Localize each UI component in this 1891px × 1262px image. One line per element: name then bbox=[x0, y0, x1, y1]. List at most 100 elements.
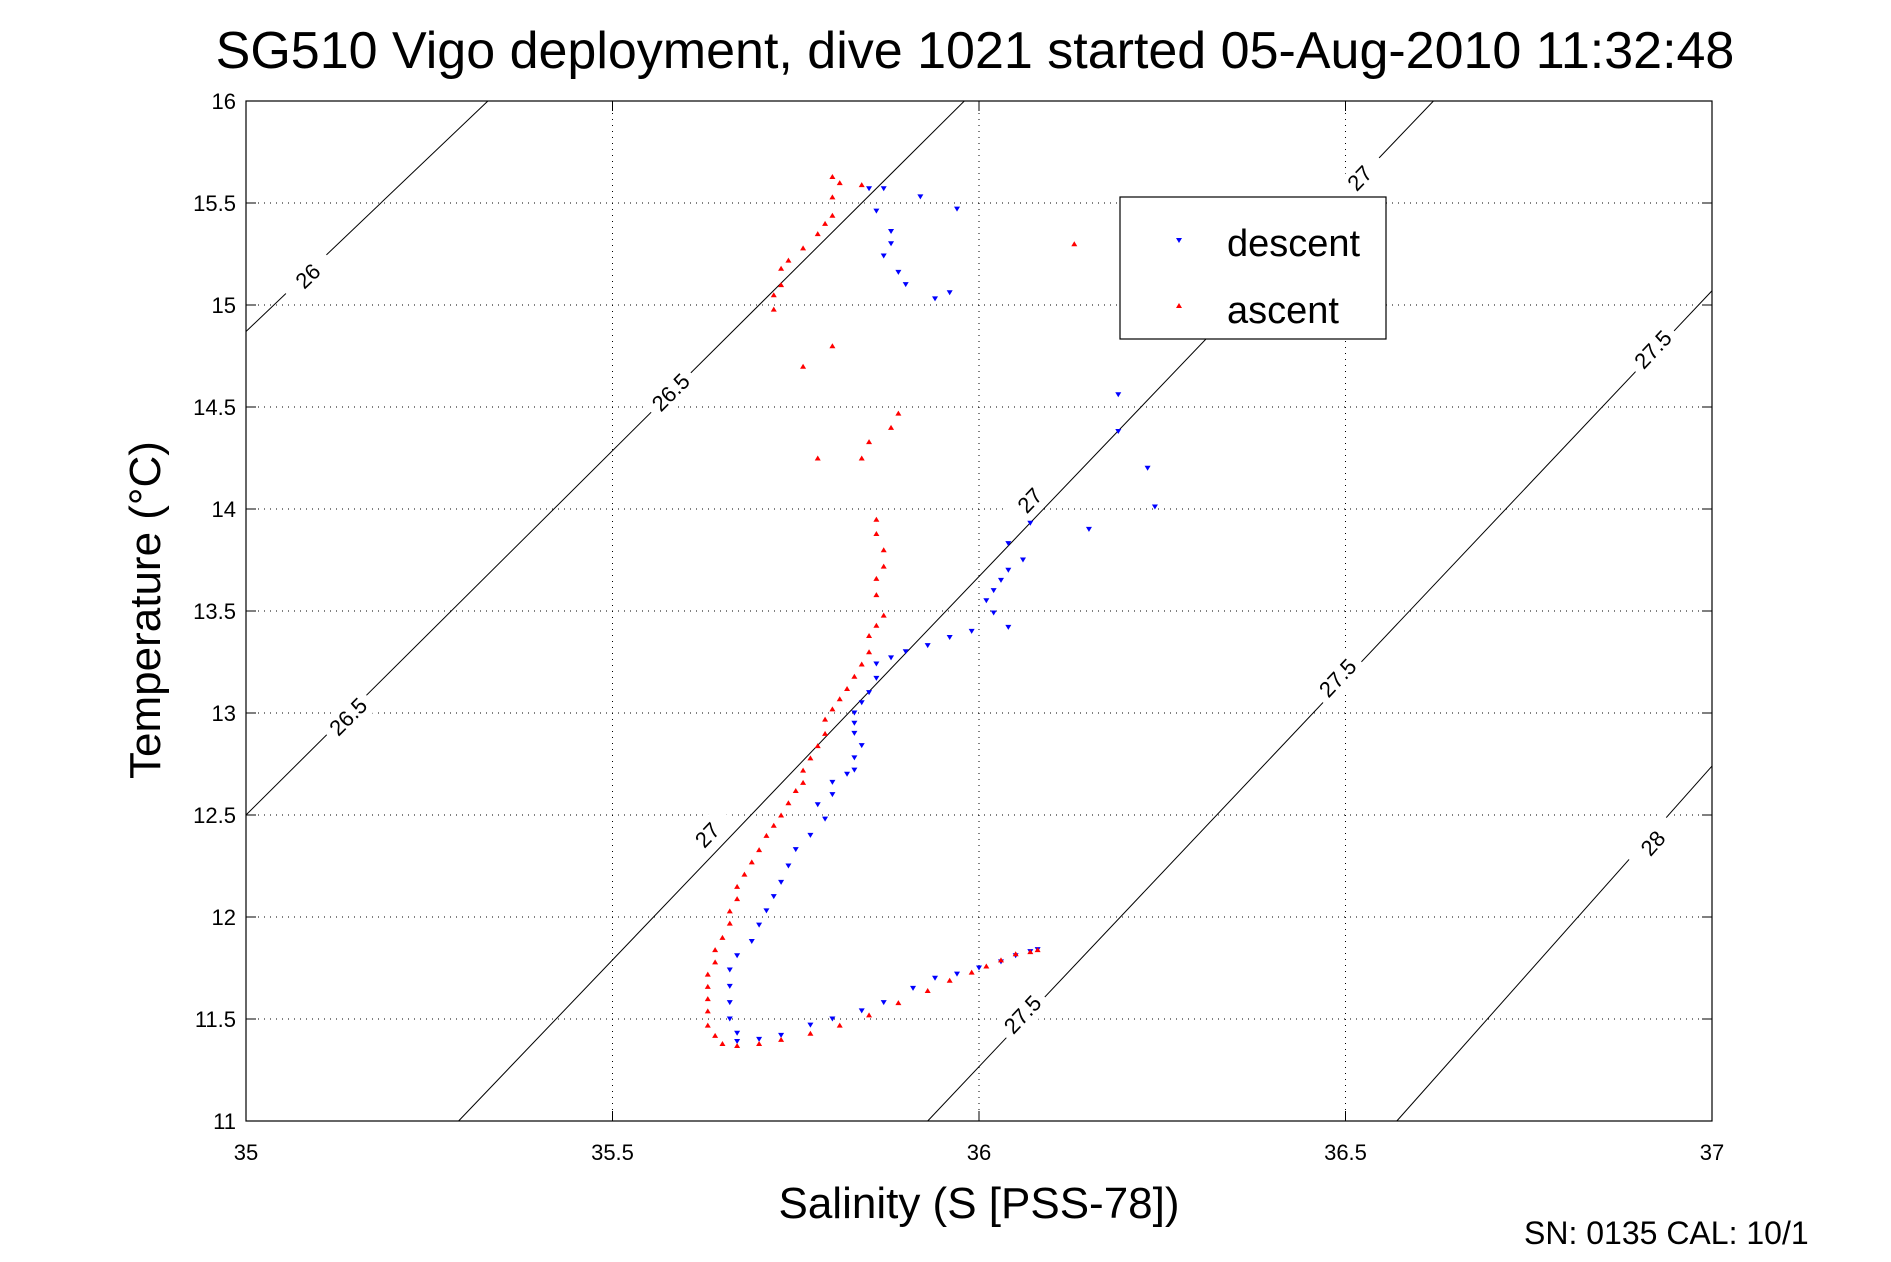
descent-point bbox=[924, 643, 931, 649]
ascent-point bbox=[836, 180, 843, 186]
ascent-point bbox=[851, 673, 858, 679]
y-tick-label: 11 bbox=[213, 1109, 236, 1134]
descent-point bbox=[873, 661, 880, 667]
ascent-point bbox=[814, 455, 821, 461]
descent-point bbox=[748, 938, 755, 944]
ascent-point bbox=[800, 245, 807, 251]
contour-label-bg bbox=[1624, 813, 1683, 874]
descent-point bbox=[734, 1038, 741, 1044]
ascent-point bbox=[770, 292, 777, 298]
legend-descent-label: descent bbox=[1227, 223, 1361, 265]
ascent-point bbox=[946, 977, 953, 983]
ascent-point bbox=[726, 908, 733, 914]
descent-point bbox=[895, 269, 902, 275]
descent-point bbox=[829, 792, 836, 798]
x-tick-label: 35 bbox=[234, 1140, 258, 1165]
descent-point bbox=[983, 598, 990, 604]
descent-point bbox=[807, 1022, 814, 1028]
descent-point bbox=[1115, 392, 1122, 398]
descent-point bbox=[954, 206, 961, 212]
ascent-point bbox=[1034, 947, 1041, 953]
descent-point bbox=[734, 953, 741, 959]
ascent-point bbox=[1027, 949, 1034, 955]
ascent-point bbox=[983, 963, 990, 969]
y-tick-label: 16 bbox=[212, 89, 236, 114]
ascent-point bbox=[704, 1022, 711, 1028]
descent-point bbox=[822, 816, 829, 822]
descent-point bbox=[851, 730, 858, 736]
ascent-point bbox=[741, 871, 748, 877]
ascent-point bbox=[785, 800, 792, 806]
data-points bbox=[704, 173, 1158, 1049]
descent-point bbox=[873, 208, 880, 214]
ascent-point bbox=[880, 612, 887, 618]
descent-point bbox=[873, 675, 880, 681]
grid bbox=[246, 101, 1712, 1121]
ascent-point bbox=[858, 661, 865, 667]
descent-point bbox=[880, 186, 887, 192]
ascent-point bbox=[873, 622, 880, 628]
legend-box bbox=[1119, 196, 1387, 340]
ascent-point bbox=[814, 231, 821, 237]
legend: descent ascent bbox=[1119, 196, 1387, 340]
ascent-point bbox=[704, 1008, 711, 1014]
ascent-point bbox=[719, 1040, 726, 1046]
descent-point bbox=[976, 965, 982, 971]
y-tick-label: 12 bbox=[212, 905, 236, 930]
ascent-point bbox=[778, 812, 785, 818]
ascent-point bbox=[1071, 241, 1078, 247]
contour-label-bg bbox=[641, 363, 701, 423]
descent-point bbox=[778, 879, 785, 885]
ascent-point bbox=[866, 439, 873, 445]
ascent-point bbox=[712, 947, 719, 953]
ascent-point bbox=[770, 306, 777, 312]
y-tick-label: 12.5 bbox=[193, 803, 236, 828]
descent-point bbox=[880, 253, 887, 259]
descent-point bbox=[946, 290, 953, 296]
descent-point bbox=[726, 1000, 733, 1006]
ascent-point bbox=[968, 969, 975, 975]
descent-point bbox=[968, 628, 975, 634]
ascent-point bbox=[734, 883, 741, 889]
descent-point bbox=[814, 802, 821, 808]
ascent-point bbox=[844, 686, 851, 692]
ascent-point bbox=[873, 575, 880, 581]
ascent-point bbox=[866, 649, 873, 655]
ascent-point bbox=[726, 920, 733, 926]
y-tick-label: 15 bbox=[212, 293, 236, 318]
descent-point bbox=[932, 975, 939, 981]
ascent-point bbox=[763, 832, 770, 838]
descent-point bbox=[1027, 520, 1034, 526]
descent-point bbox=[888, 655, 895, 661]
descent-point bbox=[726, 1016, 733, 1022]
descent-point bbox=[829, 1016, 836, 1022]
ascent-point bbox=[829, 212, 836, 218]
ascent-point bbox=[822, 730, 829, 736]
ascent-point bbox=[866, 632, 873, 638]
legend-descent-marker bbox=[1176, 238, 1182, 243]
ascent-point bbox=[778, 265, 785, 271]
y-tick-label: 14.5 bbox=[193, 395, 236, 420]
ascent-point bbox=[756, 847, 763, 853]
ascent-point bbox=[866, 1012, 873, 1018]
ascent-point bbox=[1012, 951, 1019, 957]
ascent-point bbox=[734, 1043, 741, 1049]
ascent-point bbox=[880, 547, 887, 553]
ascent-point bbox=[829, 706, 836, 712]
ascent-point bbox=[704, 996, 711, 1002]
ascent-point bbox=[895, 1000, 902, 1006]
descent-point bbox=[1005, 541, 1012, 547]
descent-point bbox=[866, 186, 873, 192]
x-tick-label: 35.5 bbox=[591, 1140, 634, 1165]
y-tick-label: 13.5 bbox=[193, 599, 236, 624]
ascent-point bbox=[807, 1030, 814, 1036]
ascent-point bbox=[770, 822, 777, 828]
legend-ascent-label: ascent bbox=[1227, 290, 1339, 332]
descent-point bbox=[932, 296, 939, 302]
descent-point bbox=[756, 1036, 763, 1042]
ascent-point bbox=[800, 767, 807, 773]
ascent-point bbox=[858, 182, 865, 188]
ascent-point bbox=[829, 343, 836, 349]
descent-point bbox=[902, 282, 909, 288]
